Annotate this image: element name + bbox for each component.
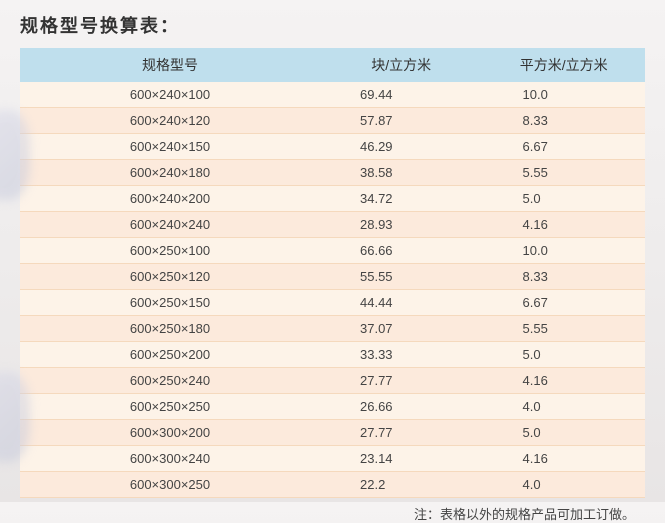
table-row: 600×300×25022.24.0 bbox=[20, 472, 645, 498]
table-cell: 4.16 bbox=[483, 446, 646, 472]
table-row: 600×250×24027.774.16 bbox=[20, 368, 645, 394]
table-cell: 27.77 bbox=[320, 420, 483, 446]
table-cell: 38.58 bbox=[320, 160, 483, 186]
table-cell: 600×240×240 bbox=[20, 212, 320, 238]
table-cell: 55.55 bbox=[320, 264, 483, 290]
table-cell: 600×240×100 bbox=[20, 82, 320, 108]
table-cell: 600×250×150 bbox=[20, 290, 320, 316]
col-header-blocks: 块/立方米 bbox=[320, 48, 483, 82]
table-cell: 4.16 bbox=[483, 368, 646, 394]
table-cell: 23.14 bbox=[320, 446, 483, 472]
conversion-table-container: 规格型号 块/立方米 平方米/立方米 600×240×10069.4410.06… bbox=[20, 48, 645, 498]
table-cell: 600×240×120 bbox=[20, 108, 320, 134]
table-cell: 4.0 bbox=[483, 394, 646, 420]
table-cell: 4.0 bbox=[483, 472, 646, 498]
table-header-row: 规格型号 块/立方米 平方米/立方米 bbox=[20, 48, 645, 82]
table-cell: 69.44 bbox=[320, 82, 483, 108]
table-cell: 600×250×180 bbox=[20, 316, 320, 342]
table-cell: 600×300×200 bbox=[20, 420, 320, 446]
table-cell: 600×250×250 bbox=[20, 394, 320, 420]
conversion-table: 规格型号 块/立方米 平方米/立方米 600×240×10069.4410.06… bbox=[20, 48, 645, 498]
table-cell: 8.33 bbox=[483, 264, 646, 290]
table-row: 600×300×20027.775.0 bbox=[20, 420, 645, 446]
table-cell: 600×240×200 bbox=[20, 186, 320, 212]
table-cell: 22.2 bbox=[320, 472, 483, 498]
table-cell: 600×250×100 bbox=[20, 238, 320, 264]
table-cell: 28.93 bbox=[320, 212, 483, 238]
table-cell: 6.67 bbox=[483, 134, 646, 160]
table-cell: 600×250×240 bbox=[20, 368, 320, 394]
table-row: 600×250×25026.664.0 bbox=[20, 394, 645, 420]
table-cell: 5.55 bbox=[483, 316, 646, 342]
table-cell: 4.16 bbox=[483, 212, 646, 238]
table-cell: 600×250×200 bbox=[20, 342, 320, 368]
table-cell: 46.29 bbox=[320, 134, 483, 160]
table-cell: 34.72 bbox=[320, 186, 483, 212]
table-cell: 10.0 bbox=[483, 82, 646, 108]
table-cell: 600×240×180 bbox=[20, 160, 320, 186]
table-cell: 66.66 bbox=[320, 238, 483, 264]
table-cell: 600×300×240 bbox=[20, 446, 320, 472]
page-title: 规格型号换算表： bbox=[20, 12, 645, 38]
table-cell: 600×250×120 bbox=[20, 264, 320, 290]
footnote: 注：表格以外的规格产品可加工订做。 bbox=[20, 504, 645, 523]
table-row: 600×240×18038.585.55 bbox=[20, 160, 645, 186]
col-header-spec: 规格型号 bbox=[20, 48, 320, 82]
table-cell: 57.87 bbox=[320, 108, 483, 134]
table-cell: 5.0 bbox=[483, 420, 646, 446]
table-cell: 5.0 bbox=[483, 342, 646, 368]
table-cell: 8.33 bbox=[483, 108, 646, 134]
table-cell: 26.66 bbox=[320, 394, 483, 420]
table-body: 600×240×10069.4410.0600×240×12057.87 8.3… bbox=[20, 82, 645, 498]
table-row: 600×240×10069.4410.0 bbox=[20, 82, 645, 108]
table-cell: 5.0 bbox=[483, 186, 646, 212]
table-cell: 600×300×250 bbox=[20, 472, 320, 498]
table-row: 600×250×20033.335.0 bbox=[20, 342, 645, 368]
table-row: 600×240×20034.725.0 bbox=[20, 186, 645, 212]
table-row: 600×250×18037.075.55 bbox=[20, 316, 645, 342]
table-cell: 27.77 bbox=[320, 368, 483, 394]
table-cell: 37.07 bbox=[320, 316, 483, 342]
table-row: 600×240×12057.87 8.33 bbox=[20, 108, 645, 134]
table-cell: 44.44 bbox=[320, 290, 483, 316]
table-row: 600×250×10066.6610.0 bbox=[20, 238, 645, 264]
table-row: 600×250×15044.446.67 bbox=[20, 290, 645, 316]
table-row: 600×240×24028.934.16 bbox=[20, 212, 645, 238]
table-row: 600×250×12055.558.33 bbox=[20, 264, 645, 290]
table-cell: 5.55 bbox=[483, 160, 646, 186]
table-cell: 33.33 bbox=[320, 342, 483, 368]
table-row: 600×240×15046.296.67 bbox=[20, 134, 645, 160]
table-cell: 10.0 bbox=[483, 238, 646, 264]
col-header-sqm: 平方米/立方米 bbox=[483, 48, 646, 82]
table-cell: 600×240×150 bbox=[20, 134, 320, 160]
table-row: 600×300×24023.144.16 bbox=[20, 446, 645, 472]
table-cell: 6.67 bbox=[483, 290, 646, 316]
